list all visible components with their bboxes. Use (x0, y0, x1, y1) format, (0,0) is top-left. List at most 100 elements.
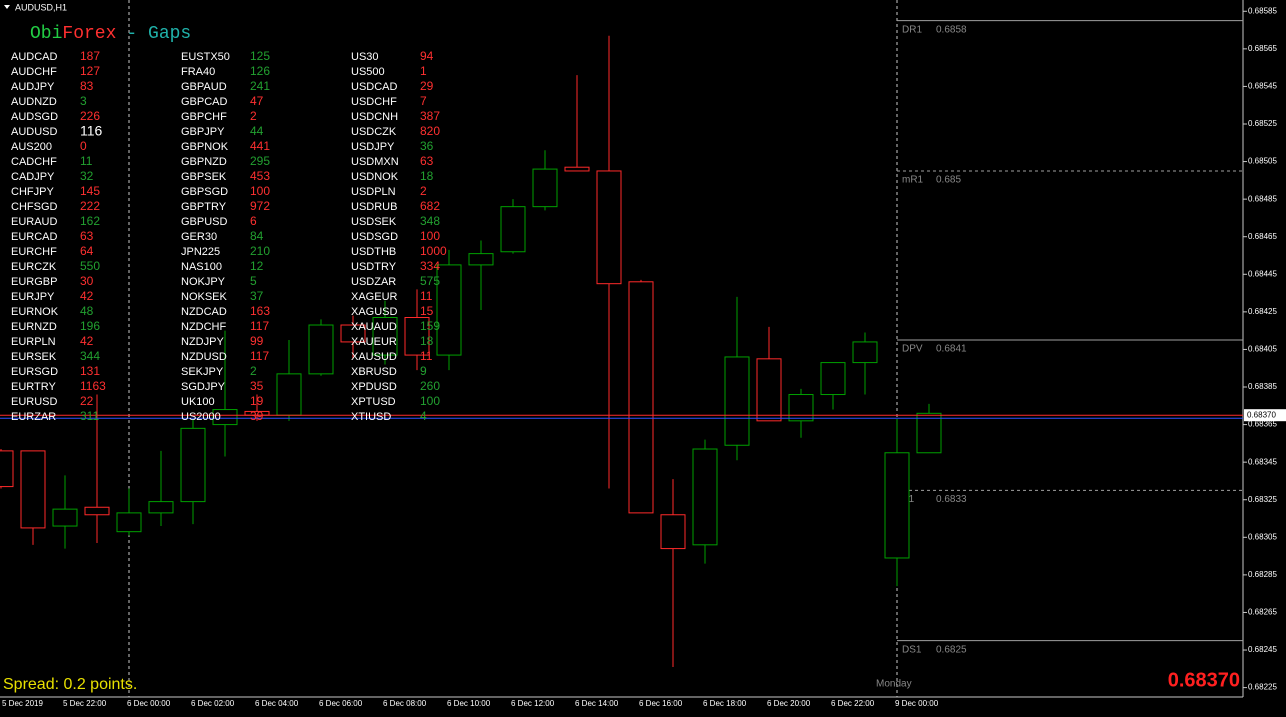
gap-symbol: EURCAD (11, 231, 58, 243)
gap-symbol: CHFSGD (11, 201, 58, 213)
gap-symbol: FRA40 (181, 66, 215, 78)
gap-value: 7 (420, 94, 427, 108)
gap-symbol: GBPCHF (181, 111, 227, 123)
gap-symbol: XAGEUR (351, 291, 398, 303)
gap-value: 99 (250, 334, 264, 348)
gap-value: 39 (250, 409, 264, 423)
gap-value: 83 (80, 79, 94, 93)
y-tick-label: 0.68565 (1248, 44, 1277, 53)
gap-value: 1000 (420, 244, 447, 258)
y-tick-label: 0.68385 (1248, 382, 1277, 391)
gap-symbol: XPDUSD (351, 381, 397, 393)
gap-value: 63 (420, 154, 434, 168)
gap-symbol: USDRUB (351, 201, 397, 213)
y-tick-label: 0.68265 (1248, 608, 1277, 617)
gap-symbol: AUDUSD (11, 126, 58, 138)
gap-symbol: XAUEUR (351, 336, 397, 348)
gap-value: 196 (80, 319, 100, 333)
gap-symbol: CHFJPY (11, 186, 54, 198)
gap-symbol: AUDCAD (11, 51, 58, 63)
candle-body (692, 448, 718, 546)
gap-symbol: NOKSEK (181, 291, 228, 303)
gap-value: 682 (420, 199, 440, 213)
gap-value: 820 (420, 124, 440, 138)
gap-symbol: USDCNH (351, 111, 398, 123)
candle-body (564, 166, 590, 172)
gap-symbol: EURNZD (11, 321, 57, 333)
gap-value: 15 (420, 304, 434, 318)
gap-symbol: GBPUSD (181, 216, 228, 228)
gap-value: 117 (250, 319, 269, 333)
candle-body (852, 341, 878, 364)
gap-value: 162 (80, 214, 100, 228)
gap-symbol: USDCZK (351, 126, 397, 138)
candle-body (788, 394, 814, 422)
gap-symbol: XBRUSD (351, 366, 397, 378)
gap-value: 11 (420, 349, 433, 363)
pivot-value: 0.6858 (936, 24, 967, 35)
candle-body (596, 170, 622, 285)
gap-symbol: EURAUD (11, 216, 58, 228)
gap-value: 100 (420, 394, 440, 408)
y-tick-label: 0.68245 (1248, 645, 1277, 654)
gap-symbol: GBPNZD (181, 156, 227, 168)
gap-value: 241 (250, 79, 270, 93)
gap-value: 260 (420, 379, 440, 393)
candle-body (52, 508, 78, 527)
x-tick-label: 6 Dec 12:00 (511, 699, 555, 708)
gap-symbol: USDCAD (351, 81, 398, 93)
gap-value: 11 (420, 289, 433, 303)
window-menu-icon[interactable] (4, 5, 10, 9)
gap-value: 22 (80, 394, 94, 408)
candle-body (916, 412, 942, 454)
gap-symbol: AUDNZD (11, 96, 57, 108)
gap-value: 0 (80, 139, 87, 153)
gap-value: 2 (250, 364, 257, 378)
gap-symbol: USDCHF (351, 96, 397, 108)
gap-symbol: GBPSEK (181, 171, 227, 183)
gap-symbol: GBPAUD (181, 81, 227, 93)
gap-value: 295 (250, 154, 270, 168)
candle-body (0, 450, 14, 488)
pivot-value: 0.6825 (936, 644, 967, 655)
window-title: AUDUSD,H1 (15, 2, 67, 12)
gap-value: 187 (80, 49, 100, 63)
gap-value: 117 (250, 349, 269, 363)
gap-symbol: US2000 (181, 411, 221, 423)
gap-value: 441 (250, 139, 270, 153)
y-tick-label: 0.68585 (1248, 6, 1277, 15)
gap-symbol: XTIUSD (351, 411, 391, 423)
gap-value: 6 (250, 214, 257, 228)
gap-value: 9 (420, 364, 427, 378)
candle-body (116, 512, 142, 533)
gap-value: 18 (420, 334, 434, 348)
big-price: 0.68370 (1168, 669, 1240, 691)
gap-symbol: EURCHF (11, 246, 57, 258)
gap-symbol: GBPNOK (181, 141, 229, 153)
gap-symbol: GBPTRY (181, 201, 227, 213)
gap-symbol: NZDCHF (181, 321, 226, 333)
gap-value: 32 (80, 169, 94, 183)
candle-body (724, 356, 750, 446)
y-tick-label: 0.68365 (1248, 420, 1277, 429)
gap-value: 127 (80, 64, 100, 78)
gap-symbol: GER30 (181, 231, 217, 243)
gap-symbol: NZDCAD (181, 306, 227, 318)
gap-value: 100 (420, 229, 440, 243)
x-tick-label: 6 Dec 08:00 (383, 699, 427, 708)
gap-symbol: EURNOK (11, 306, 59, 318)
x-tick-label: 6 Dec 20:00 (767, 699, 811, 708)
gap-value: 348 (420, 214, 440, 228)
gap-symbol: GBPSGD (181, 186, 228, 198)
gap-symbol: USDTHB (351, 246, 396, 258)
x-tick-label: 6 Dec 18:00 (703, 699, 747, 708)
candle-body (660, 514, 686, 550)
gap-symbol: USDSGD (351, 231, 398, 243)
gap-value: 5 (250, 274, 257, 288)
gap-value: 42 (80, 334, 94, 348)
day-label: Monday (876, 679, 912, 690)
y-tick-label: 0.68405 (1248, 345, 1277, 354)
pivot-name: DS1 (902, 644, 922, 655)
gap-value: 100 (250, 184, 270, 198)
